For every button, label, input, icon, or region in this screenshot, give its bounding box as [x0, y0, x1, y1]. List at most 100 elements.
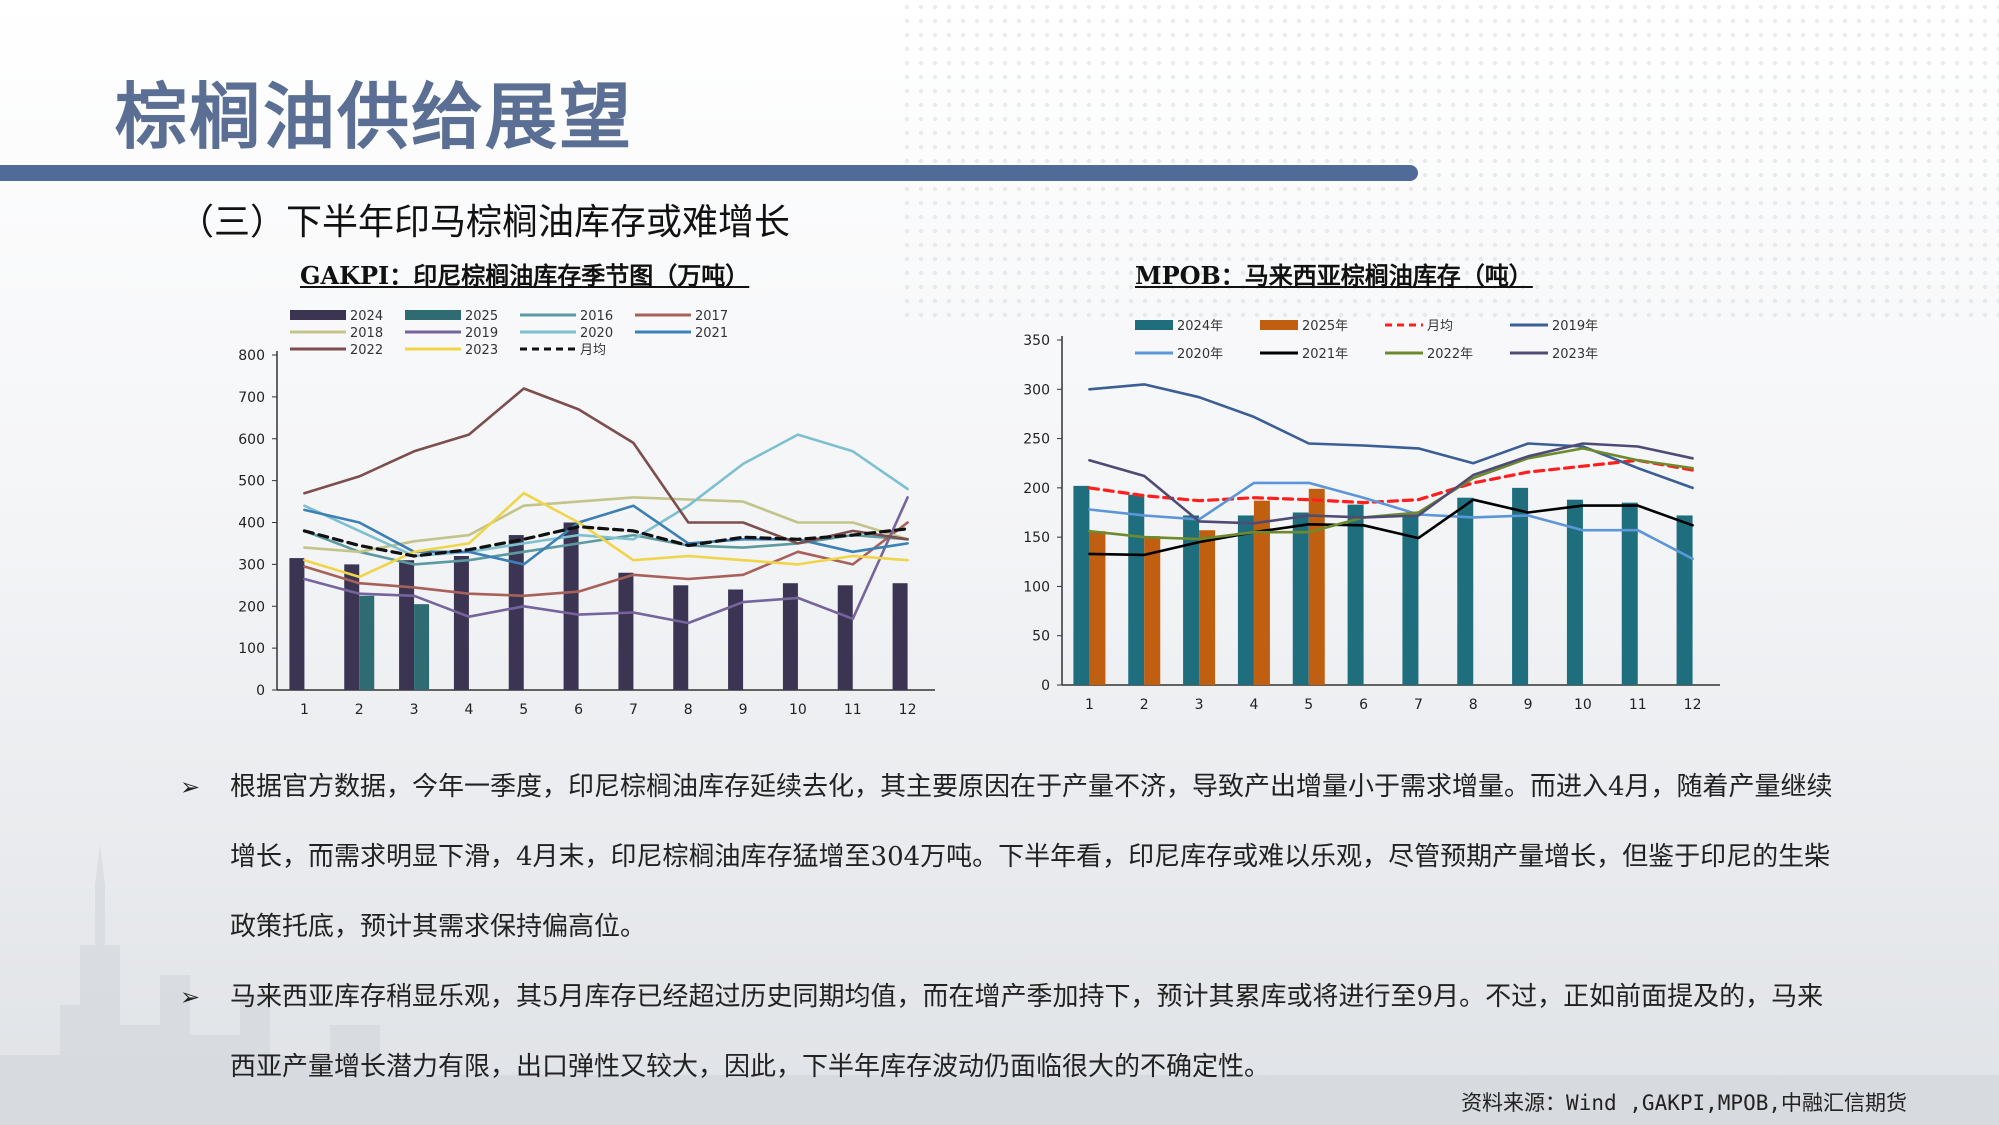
y-tick-label: 350 [1023, 333, 1050, 349]
bar-2024年 [1292, 512, 1309, 685]
bar-2024 [782, 583, 798, 690]
x-tick-label: 7 [629, 702, 638, 718]
line-series-2022年 [1088, 447, 1694, 541]
line-series-2023 [303, 491, 909, 579]
bar-2024 [673, 585, 689, 690]
bullet-text: 根据官方数据，今年一季度，印尼棕榈油库存延续去化，其主要原因在于产量不济，导致产… [230, 772, 1833, 942]
line-series-2017 [303, 521, 909, 598]
bar-2024年 [1183, 515, 1200, 685]
city-skyline-background [0, 845, 1999, 1125]
x-tick-label: 3 [1195, 697, 1204, 713]
legend-label: 月均 [580, 343, 606, 358]
x-tick-label: 11 [1629, 697, 1647, 713]
bar-2024 [453, 556, 469, 690]
x-tick-label: 4 [464, 702, 473, 718]
title-underline-bar [0, 165, 1418, 181]
legend-label: 2022年 [1427, 347, 1473, 362]
bar-2024 [563, 522, 579, 690]
bar-2024 [289, 558, 305, 690]
bar-2024年 [1128, 494, 1145, 685]
x-tick-label: 9 [1524, 697, 1533, 713]
y-tick-label: 300 [1023, 382, 1050, 398]
legend-label: 2017 [695, 309, 728, 324]
y-tick-label: 250 [1023, 432, 1050, 448]
legend-label: 2024年 [1177, 319, 1223, 334]
x-tick-label: 6 [574, 702, 583, 718]
world-map-dots [900, 0, 1999, 320]
x-tick-label: 3 [410, 702, 419, 718]
bar-2024 [399, 560, 415, 690]
x-tick-label: 5 [519, 702, 528, 718]
line-series-2020 [303, 433, 909, 558]
x-tick-label: 8 [684, 702, 693, 718]
y-tick-label: 400 [238, 516, 265, 532]
legend-label: 2023年 [1552, 347, 1598, 362]
legend-label: 2025年 [1302, 319, 1348, 334]
legend-label: 2021年 [1302, 347, 1348, 362]
line-series-月均 [302, 525, 910, 558]
legend-label: 2018 [350, 326, 383, 341]
bar-2024 [892, 583, 908, 690]
legend-label: 2023 [465, 343, 498, 358]
page-title: 棕榈油供给展望 [115, 74, 634, 159]
chart-title-gakpi: GAKPI：印尼棕榈油库存季节图（万吨） [300, 261, 750, 290]
line-series-2022 [303, 387, 909, 545]
x-tick-label: 7 [1414, 697, 1423, 713]
bar-2024年 [1347, 504, 1364, 685]
bar-2024年 [1621, 502, 1638, 685]
x-tick-label: 1 [1085, 697, 1094, 713]
y-tick-label: 200 [1023, 481, 1050, 497]
line-series-2020年 [1088, 481, 1694, 561]
bar-2025 [414, 604, 430, 690]
legend-swatch [405, 310, 461, 320]
legend-label: 2020 [580, 326, 613, 341]
bar-2025年 [1253, 500, 1270, 685]
bar-2024 [728, 589, 744, 690]
y-tick-label: 150 [1023, 530, 1050, 546]
line-series-2023年 [1088, 442, 1694, 525]
y-tick-label: 500 [238, 474, 265, 490]
legend-swatch [290, 310, 346, 320]
legend-label: 2019 [465, 326, 498, 341]
legend-label: 2025 [465, 309, 498, 324]
y-tick-label: 100 [238, 641, 265, 657]
bullet-text: 马来西亚库存稍显乐观，其5月库存已经超过历史同期均值，而在增产季加持下，预计其累… [230, 982, 1824, 1082]
legend-label: 2022 [350, 343, 383, 358]
legend-label: 月均 [1427, 319, 1453, 334]
x-tick-label: 12 [1684, 697, 1702, 713]
bar-2025年 [1308, 488, 1325, 685]
source-note: 资料来源：Wind ,GAKPI,MPOB,中融汇信期货 [1461, 1091, 1907, 1115]
arrow-bullet-icon: ➢ [180, 983, 201, 1011]
y-tick-label: 200 [238, 599, 265, 615]
x-tick-label: 1 [300, 702, 309, 718]
section-subtitle: （三）下半年印马棕榈油库存或难增长 [178, 202, 791, 243]
bar-2024年 [1512, 487, 1529, 685]
legend-label: 2020年 [1177, 347, 1223, 362]
bar-2024 [508, 535, 524, 690]
bullet-item: ➢ 根据官方数据，今年一季度，印尼棕榈油库存延续去化，其主要原因在于产量不济，导… [180, 752, 1840, 962]
line-series-2018 [303, 496, 909, 554]
bar-2024年 [1402, 515, 1419, 685]
x-tick-label: 2 [1140, 697, 1149, 713]
chart-title-mpob: MPOB：马来西亚棕榈油库存（吨） [1135, 261, 1533, 290]
legend-label: 2016 [580, 309, 613, 324]
line-series-2019 [303, 496, 909, 625]
legend-swatch [1260, 320, 1298, 330]
x-tick-label: 10 [789, 702, 807, 718]
legend-label: 2021 [695, 326, 728, 341]
bar-2024年 [1237, 515, 1254, 685]
y-tick-label: 800 [238, 348, 265, 364]
bar-2024年 [1676, 515, 1693, 685]
x-tick-label: 5 [1304, 697, 1313, 713]
bar-2025年 [1089, 531, 1106, 685]
bullet-item: ➢ 马来西亚库存稍显乐观，其5月库存已经超过历史同期均值，而在增产季加持下，预计… [180, 962, 1840, 1102]
x-tick-label: 10 [1574, 697, 1592, 713]
y-tick-label: 700 [238, 390, 265, 406]
bullet-list: ➢ 根据官方数据，今年一季度，印尼棕榈油库存延续去化，其主要原因在于产量不济，导… [180, 752, 1840, 1102]
y-tick-label: 0 [1041, 678, 1050, 694]
x-tick-label: 2 [355, 702, 364, 718]
bar-2025年 [1199, 530, 1216, 685]
bar-2024 [344, 564, 360, 690]
